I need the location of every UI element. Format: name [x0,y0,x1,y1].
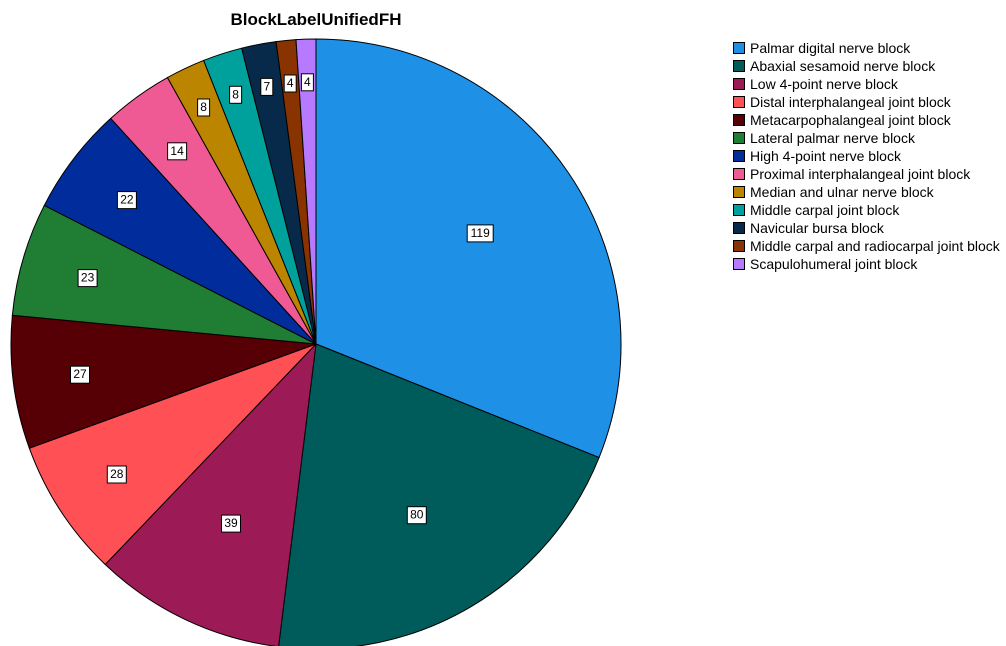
legend-label: Middle carpal joint block [750,202,900,218]
pie-data-label-10: 8 [229,85,243,104]
legend-label: Distal interphalangeal joint block [750,94,951,110]
legend-item-13: Scapulohumeral joint block [733,256,1003,271]
legend-item-12: Middle carpal and radiocarpal joint bloc… [733,238,1003,253]
legend-swatch [733,132,745,144]
svg-text:22: 22 [120,193,134,207]
legend-label: Navicular bursa block [750,220,884,236]
legend-swatch [733,42,745,54]
legend-label: Median and ulnar nerve block [750,184,934,200]
legend-item-1: Palmar digital nerve block [733,40,1003,55]
legend-label: Proximal interphalangeal joint block [750,166,971,182]
legend-item-7: High 4-point nerve block [733,148,1003,163]
pie-slice-2 [278,343,600,646]
legend-label: Palmar digital nerve block [750,40,911,56]
svg-text:27: 27 [73,367,87,381]
legend-label: Low 4-point nerve block [750,76,898,92]
pie-data-label-5: 27 [70,365,90,384]
legend-swatch [733,150,745,162]
legend-item-9: Median and ulnar nerve block [733,184,1003,199]
pie-data-label-11: 7 [260,77,274,96]
pie-data-label-7: 22 [116,191,137,210]
legend-label: Middle carpal and radiocarpal joint bloc… [750,238,1000,254]
legend-label: Abaxial sesamoid nerve block [750,58,936,74]
legend-item-4: Distal interphalangeal joint block [733,94,1003,109]
chart-title: BlockLabelUnifiedFH [230,10,402,29]
svg-text:4: 4 [304,75,311,89]
legend-swatch [733,60,745,72]
legend-swatch [733,186,745,198]
legend-item-3: Low 4-point nerve block [733,76,1003,91]
legend-swatch [733,168,745,180]
pie-slice-13 [295,38,317,345]
legend-label: Metacarpophalangeal joint block [750,112,951,128]
pie-data-label-8: 14 [167,142,188,161]
legend-item-5: Metacarpophalangeal joint block [733,112,1003,127]
legend-swatch [733,258,745,270]
pie-slice-3 [104,342,317,646]
pie-data-label-4: 28 [106,465,127,484]
svg-text:14: 14 [170,144,184,158]
svg-text:119: 119 [471,226,490,240]
pie-chart: 119 80 39 28 27 23 22 14 8 8 7 4 4 [10,38,622,646]
pie-slice-5 [10,314,317,449]
svg-text:4: 4 [287,76,294,90]
legend-item-10: Middle carpal joint block [733,202,1003,217]
pie-slices [10,38,622,646]
legend-item-2: Abaxial sesamoid nerve block [733,58,1003,73]
svg-text:8: 8 [200,100,207,114]
pie-data-label-2: 80 [406,506,427,525]
legend-item-8: Proximal interphalangeal joint block [733,166,1003,181]
legend-item-11: Navicular bursa block [733,220,1003,235]
pie-data-label-1: 119 [466,224,494,243]
legend-swatch [733,222,745,234]
legend-label: Scapulohumeral joint block [750,256,918,272]
legend-swatch [733,240,745,252]
pie-data-label-9: 8 [197,98,211,117]
legend-swatch [733,96,745,108]
pie-data-label-12: 4 [283,74,297,93]
legend-swatch [733,78,745,90]
pie-data-label-13: 4 [300,73,314,92]
svg-text:80: 80 [410,508,424,522]
legend-swatch [733,204,745,216]
pie-slice-4 [28,343,317,566]
legend-label: High 4-point nerve block [750,148,901,164]
legend: Palmar digital nerve block Abaxial sesamo… [733,40,1003,274]
svg-text:7: 7 [263,79,270,93]
pie-slice-1 [315,38,622,459]
pie-data-label-6: 23 [77,269,98,288]
svg-text:28: 28 [110,467,124,481]
legend-swatch [733,114,745,126]
pie-data-label-3: 39 [221,514,241,533]
svg-text:23: 23 [81,271,95,285]
svg-text:39: 39 [224,516,238,530]
svg-text:8: 8 [232,87,239,101]
legend-item-6: Lateral palmar nerve block [733,130,1003,145]
legend-label: Lateral palmar nerve block [750,130,915,146]
pie-data-labels: 119 80 39 28 27 23 22 14 8 8 7 4 4 [70,73,494,533]
